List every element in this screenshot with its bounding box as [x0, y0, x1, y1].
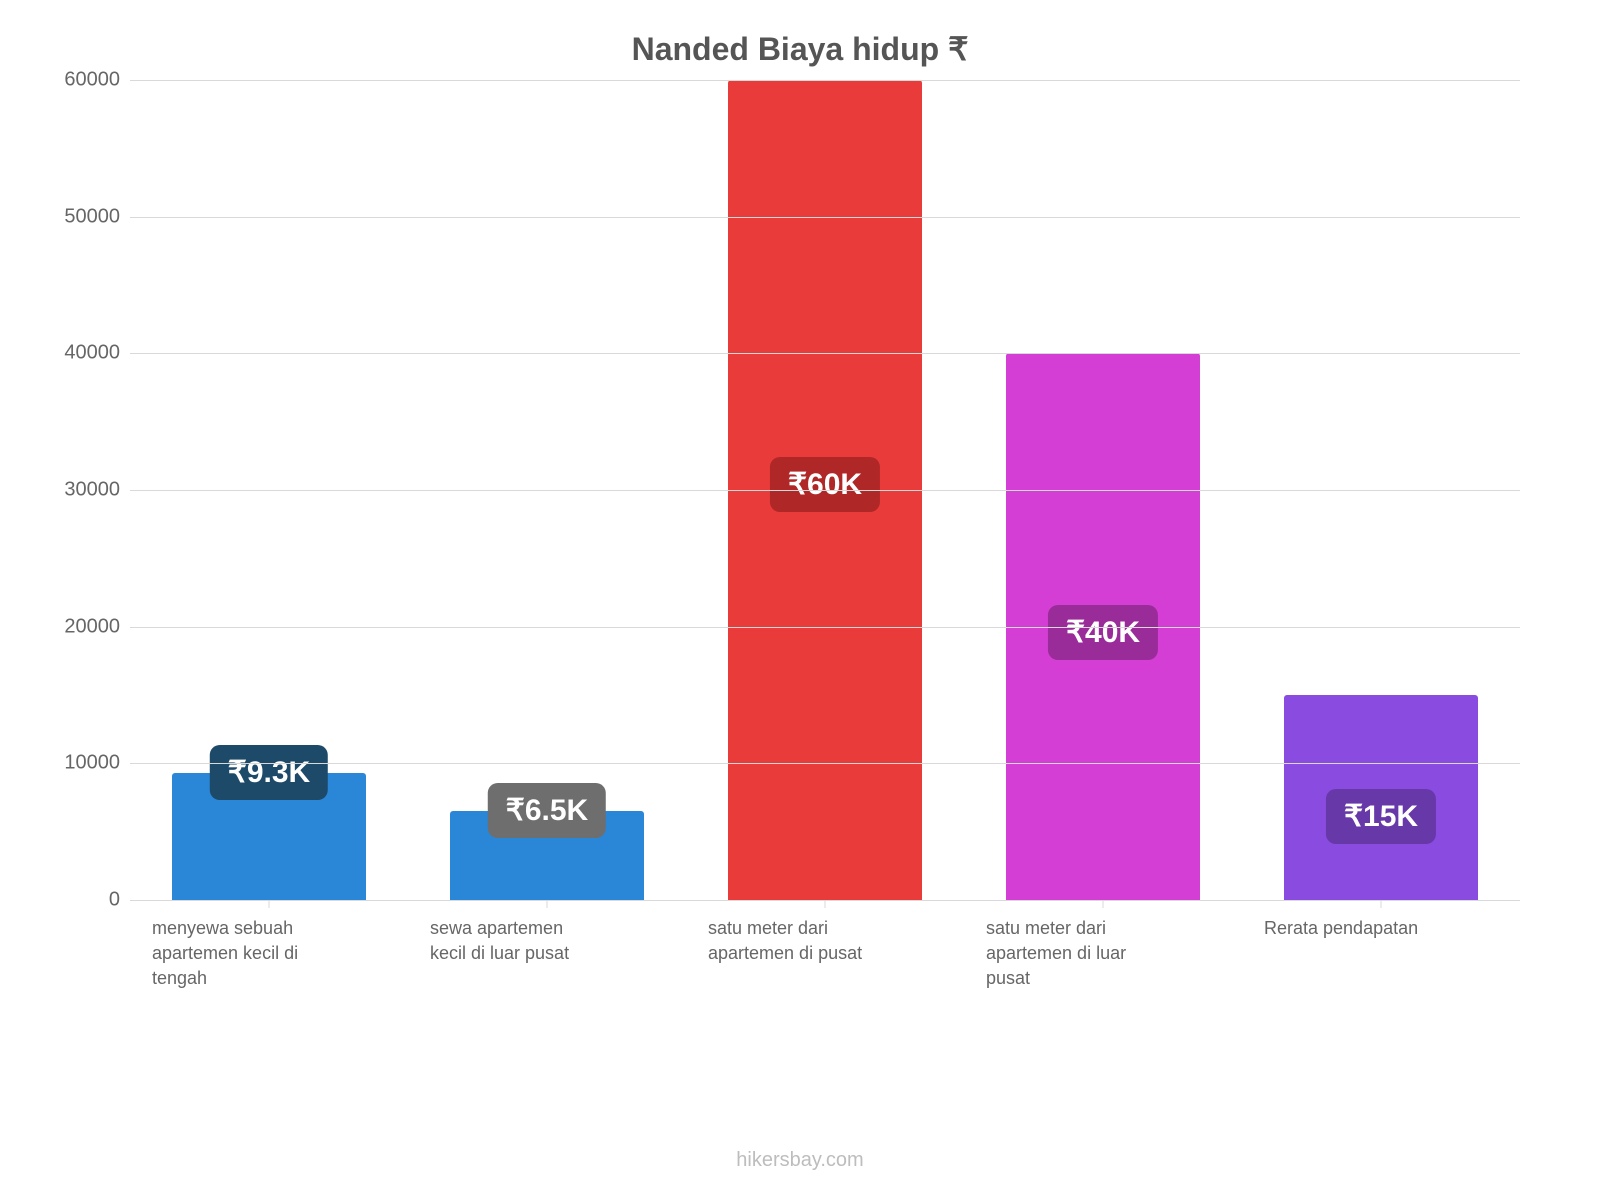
- y-tick-label: 40000: [50, 342, 120, 365]
- x-slot: sewa apartemen kecil di luar pusat: [408, 908, 686, 992]
- x-slot: satu meter dari apartemen di luar pusat: [964, 908, 1242, 992]
- x-slot: Rerata pendapatan: [1242, 908, 1520, 992]
- y-tick-label: 10000: [50, 752, 120, 775]
- x-tick-label: sewa apartemen kecil di luar pusat: [408, 908, 608, 966]
- y-tick-label: 20000: [50, 615, 120, 638]
- grid-line: [130, 627, 1520, 628]
- chart-container: Nanded Biaya hidup ₹ ₹9.3K ₹6.5K ₹60K ₹40K ₹…: [0, 0, 1600, 1200]
- x-tick-label: satu meter dari apartemen di pusat: [686, 908, 886, 966]
- value-badge: ₹60K: [770, 457, 880, 512]
- x-axis: menyewa sebuah apartemen kecil di tengah…: [130, 908, 1520, 992]
- bar: ₹15K: [1284, 695, 1479, 900]
- x-tick: [1103, 900, 1104, 908]
- bar: ₹6.5K: [450, 811, 645, 900]
- x-slot: satu meter dari apartemen di pusat: [686, 908, 964, 992]
- value-badge: ₹15K: [1326, 789, 1436, 844]
- grid-line: [130, 353, 1520, 354]
- x-tick-label: satu meter dari apartemen di luar pusat: [964, 908, 1164, 992]
- x-slot: menyewa sebuah apartemen kecil di tengah: [130, 908, 408, 992]
- value-badge: ₹6.5K: [488, 783, 606, 838]
- y-tick-label: 0: [50, 889, 120, 912]
- y-tick-label: 30000: [50, 479, 120, 502]
- value-badge: ₹9.3K: [210, 745, 328, 800]
- y-tick-label: 60000: [50, 69, 120, 92]
- x-tick: [1381, 900, 1382, 908]
- chart-title: Nanded Biaya hidup ₹: [40, 30, 1560, 68]
- x-tick-label: menyewa sebuah apartemen kecil di tengah: [130, 908, 330, 992]
- plot-area: ₹9.3K₹6.5K₹60K₹40K₹15K 01000020000300004…: [130, 80, 1520, 900]
- grid-line: [130, 763, 1520, 764]
- x-tick: [269, 900, 270, 908]
- x-tick: [825, 900, 826, 908]
- grid-line: [130, 80, 1520, 81]
- grid-line: [130, 490, 1520, 491]
- bar: ₹9.3K: [172, 773, 367, 900]
- grid-line: [130, 217, 1520, 218]
- value-badge: ₹40K: [1048, 605, 1158, 660]
- x-tick-label: Rerata pendapatan: [1242, 908, 1442, 941]
- attribution-text: hikersbay.com: [0, 1149, 1600, 1172]
- y-tick-label: 50000: [50, 205, 120, 228]
- x-tick: [547, 900, 548, 908]
